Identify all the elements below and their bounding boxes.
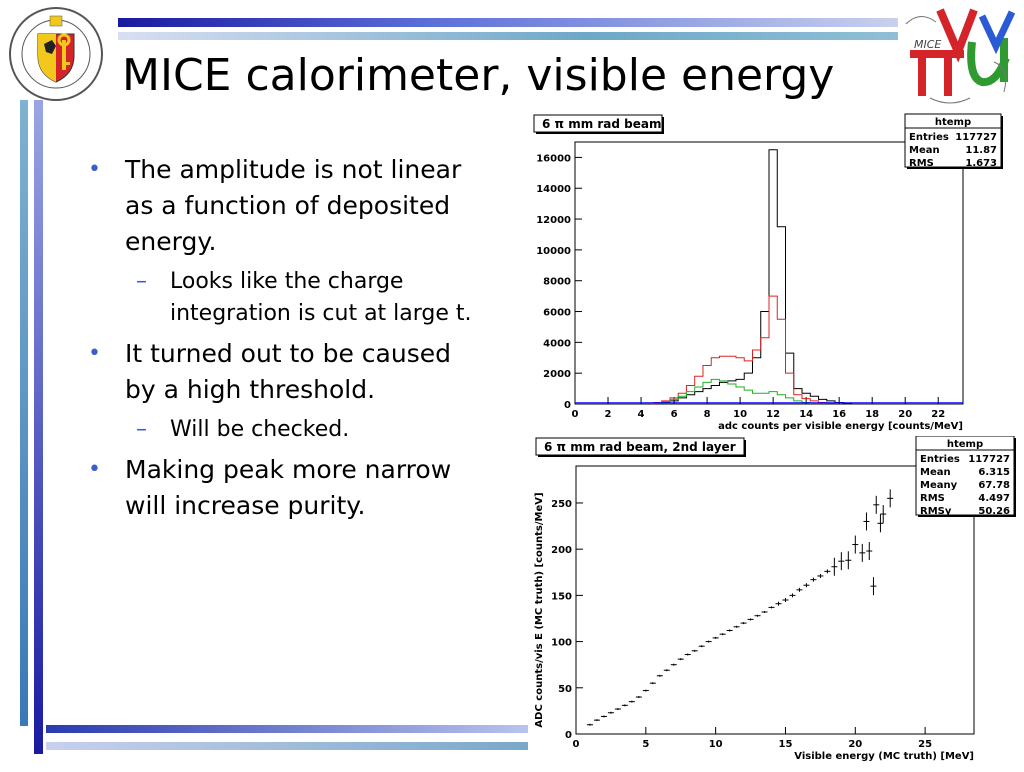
stats-box <box>904 113 1002 168</box>
y-axis-label: ADC counts/vis E (MC truth) [counts/MeV] <box>534 492 545 727</box>
x-tick-label: 20 <box>848 739 862 750</box>
y-tick-label: 4000 <box>543 338 571 349</box>
y-tick-label: 8000 <box>543 277 571 288</box>
stats-value: 1.673 <box>965 158 997 169</box>
x-tick-label: 10 <box>733 409 747 420</box>
stats-value: 117727 <box>955 132 997 143</box>
plot-frame <box>574 141 964 405</box>
y-tick-label: 0 <box>565 730 572 741</box>
x-tick-label: 5 <box>642 739 649 750</box>
y-tick-label: 12000 <box>536 215 571 226</box>
y-tick-label: 150 <box>551 591 572 602</box>
x-tick-label: 2 <box>605 409 612 420</box>
bottom-gradient-bar <box>46 725 530 733</box>
chart-title: 6 π mm rad beam, 2nd layer <box>544 440 736 454</box>
x-tick-label: 6 <box>671 409 678 420</box>
sub-bullet-text: Will be checked. <box>170 417 350 442</box>
stats-box-title: htemp <box>935 117 971 128</box>
histogram-series-black <box>661 149 853 404</box>
x-tick-label: 20 <box>898 409 912 420</box>
y-tick-label: 10000 <box>536 246 571 257</box>
stats-label: Mean <box>920 467 951 478</box>
stats-value: 50.26 <box>978 506 1010 517</box>
bullet-dot-icon: • <box>88 457 101 482</box>
stats-value: 4.497 <box>978 493 1010 504</box>
left-gradient-bar <box>20 100 28 726</box>
stats-value: 11.87 <box>965 145 997 156</box>
title-box <box>533 114 663 133</box>
university-seal-logo <box>6 4 106 108</box>
profile-plot-panel: 0 5 10 15 20 25 0 50 100 150 200 250 6 π mm rad beam… <box>528 435 1022 768</box>
x-axis-label: Visible energy (MC truth) [MeV] <box>794 751 974 762</box>
chart-title: 6 π mm rad beam <box>542 117 662 131</box>
stats-box-title: htemp <box>947 439 983 450</box>
bullet-item: • It turned out to be caused by a high t… <box>88 336 488 408</box>
x-tick-label: 18 <box>865 409 879 420</box>
title-gradient-bar <box>118 18 898 27</box>
bullet-text: Making peak more narrow will increase pu… <box>125 455 452 520</box>
x-tick-label: 0 <box>573 739 580 750</box>
x-tick-label: 14 <box>799 409 813 420</box>
y-tick-label: 6000 <box>543 308 571 319</box>
bottom-gradient-bar-secondary <box>46 742 530 750</box>
x-tick-label: 4 <box>638 409 645 420</box>
y-tick-label: 14000 <box>536 184 571 195</box>
histogram-chart: 0 2 4 6 8 10 12 14 16 18 20 22 0 2000 4000 6000 8000 1000… <box>528 112 1022 438</box>
y-tick-label: 250 <box>551 499 572 510</box>
stats-label: RMSy <box>920 506 952 517</box>
title-box <box>535 437 745 456</box>
title-gradient-bar-secondary <box>118 32 898 40</box>
sub-bullet-item: – Will be checked. <box>88 414 488 446</box>
stats-box <box>915 435 1015 516</box>
stats-value: 67.78 <box>978 480 1010 491</box>
sub-bullet-dash-icon: – <box>136 269 147 294</box>
bullet-list: • The amplitude is not linear as a funct… <box>88 152 488 530</box>
y-tick-label: 200 <box>551 545 572 556</box>
stats-label: Mean <box>909 145 940 156</box>
x-tick-label: 0 <box>572 409 579 420</box>
stats-value: 6.315 <box>978 467 1010 478</box>
bullet-text: It turned out to be caused by a high thr… <box>125 339 451 404</box>
plot-frame <box>575 465 975 735</box>
bullet-dot-icon: • <box>88 157 101 182</box>
stats-label: Meany <box>920 480 958 491</box>
stats-label: RMS <box>909 158 934 169</box>
stats-label: RMS <box>920 493 945 504</box>
x-tick-label: 22 <box>931 409 945 420</box>
x-axis-label: adc counts per visible energy [counts/Me… <box>718 421 963 432</box>
mice-logo-text: MICE <box>914 38 941 51</box>
slide-title: MICE calorimeter, visible energy <box>122 50 835 101</box>
y-tick-label: 50 <box>558 684 572 695</box>
x-tick-label: 12 <box>766 409 780 420</box>
bullet-text: The amplitude is not linear as a functio… <box>125 155 462 256</box>
stats-label: Entries <box>920 454 960 465</box>
x-tick-label: 10 <box>709 739 723 750</box>
bullet-item: • Making peak more narrow will increase … <box>88 452 488 524</box>
sub-bullet-text: Looks like the charge integration is cut… <box>170 269 472 326</box>
mice-logo: MICE <box>900 2 1022 116</box>
histogram-series-red <box>652 295 836 404</box>
x-tick-label: 25 <box>918 739 932 750</box>
sub-bullet-item: – Looks like the charge integration is c… <box>88 266 488 330</box>
x-tick-label: 8 <box>704 409 711 420</box>
left-gradient-bar-secondary <box>34 100 43 754</box>
stats-value: 117727 <box>968 454 1010 465</box>
bullet-dot-icon: • <box>88 341 101 366</box>
histogram-series-green <box>652 378 811 404</box>
y-tick-label: 16000 <box>536 153 571 164</box>
x-tick-label: 15 <box>779 739 793 750</box>
y-tick-label: 100 <box>551 638 572 649</box>
bullet-item: • The amplitude is not linear as a funct… <box>88 152 488 260</box>
y-tick-label: 2000 <box>543 369 571 380</box>
x-tick-label: 16 <box>832 409 846 420</box>
histogram-plot-panel: 0 2 4 6 8 10 12 14 16 18 20 22 0 2000 4000 6000 8000 1000… <box>528 112 1022 438</box>
sub-bullet-dash-icon: – <box>136 417 147 442</box>
y-tick-label: 0 <box>564 400 571 411</box>
stats-label: Entries <box>909 132 949 143</box>
